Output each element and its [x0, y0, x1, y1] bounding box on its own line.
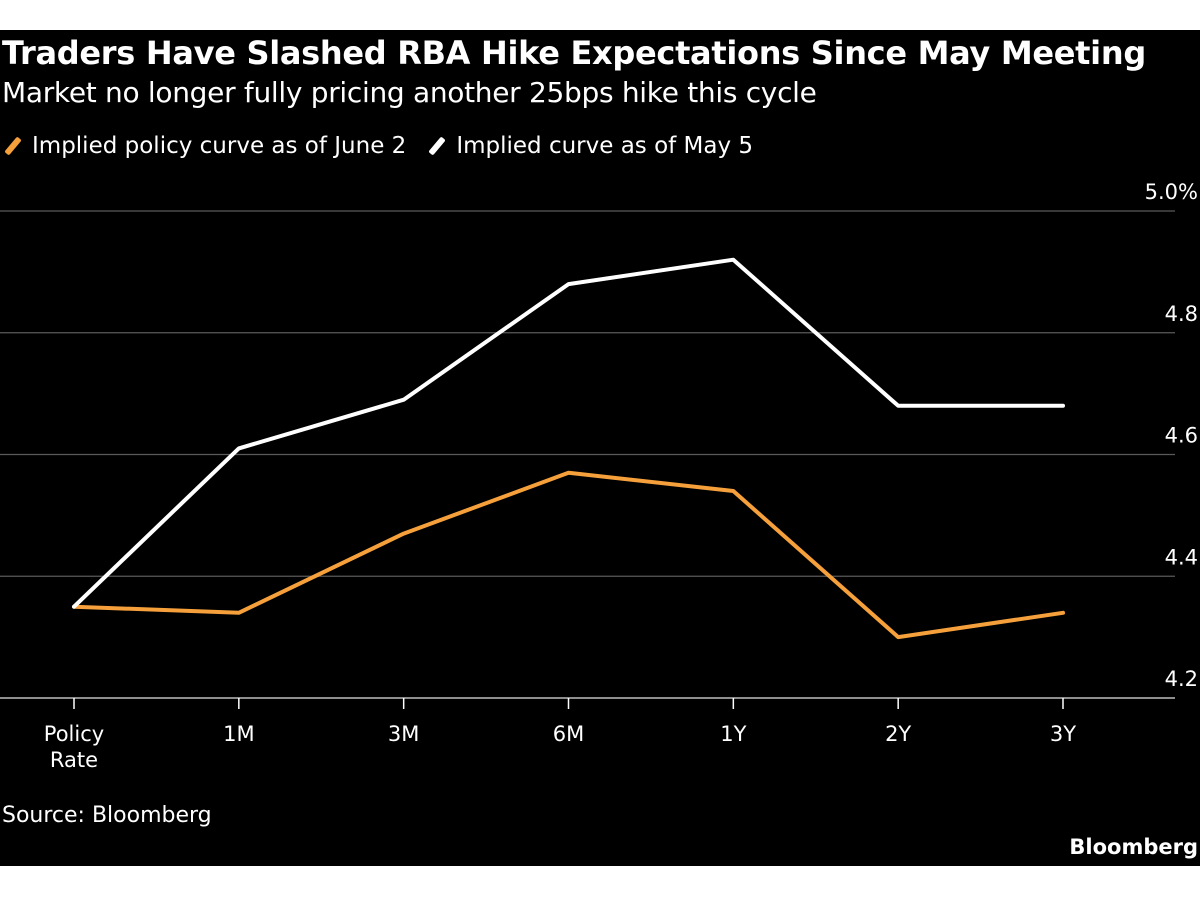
y-tick-label: 4.2 — [1165, 667, 1198, 691]
y-tick-labels: 4.2 4.4 4.6 4.8 5.0% — [1145, 180, 1198, 691]
chart-panel: Traders Have Slashed RBA Hike Expectatio… — [0, 30, 1200, 866]
y-tick-label: 4.4 — [1165, 545, 1198, 569]
y-tick-label: 4.6 — [1165, 424, 1198, 448]
series-line-may — [72, 257, 1065, 609]
legend-item-june: Implied policy curve as of June 2 — [4, 133, 406, 159]
x-tick-label: 2Y — [885, 722, 911, 746]
x-tick-label: 6M — [553, 722, 584, 746]
x-tick-label: 3Y — [1050, 722, 1076, 746]
bottom-margin — [0, 866, 1200, 900]
legend-item-may: Implied curve as of May 5 — [428, 133, 753, 159]
chart-subtitle: Market no longer fully pricing another 2… — [2, 76, 817, 109]
series-lines — [72, 257, 1065, 640]
legend-label-june: Implied policy curve as of June 2 — [32, 133, 407, 159]
x-tick-label: 1Y — [720, 722, 746, 746]
x-tick-label: Policy — [44, 722, 104, 746]
legend: Implied policy curve as of June 2 Implie… — [4, 132, 775, 160]
x-tick-label: 3M — [388, 722, 419, 746]
top-margin — [0, 0, 1200, 30]
y-tick-label: 5.0% — [1145, 180, 1198, 204]
y-tick-label: 4.8 — [1165, 302, 1198, 326]
legend-label-may: Implied curve as of May 5 — [456, 133, 754, 159]
series-line-june — [72, 470, 1065, 640]
x-tick-label: 1M — [223, 722, 254, 746]
chart-title: Traders Have Slashed RBA Hike Expectatio… — [2, 34, 1146, 72]
bloomberg-logo: Bloomberg — [1069, 835, 1198, 859]
x-tick-label: Rate — [50, 748, 98, 772]
grid-lines — [0, 210, 1175, 699]
source-note: Source: Bloomberg — [2, 803, 212, 828]
